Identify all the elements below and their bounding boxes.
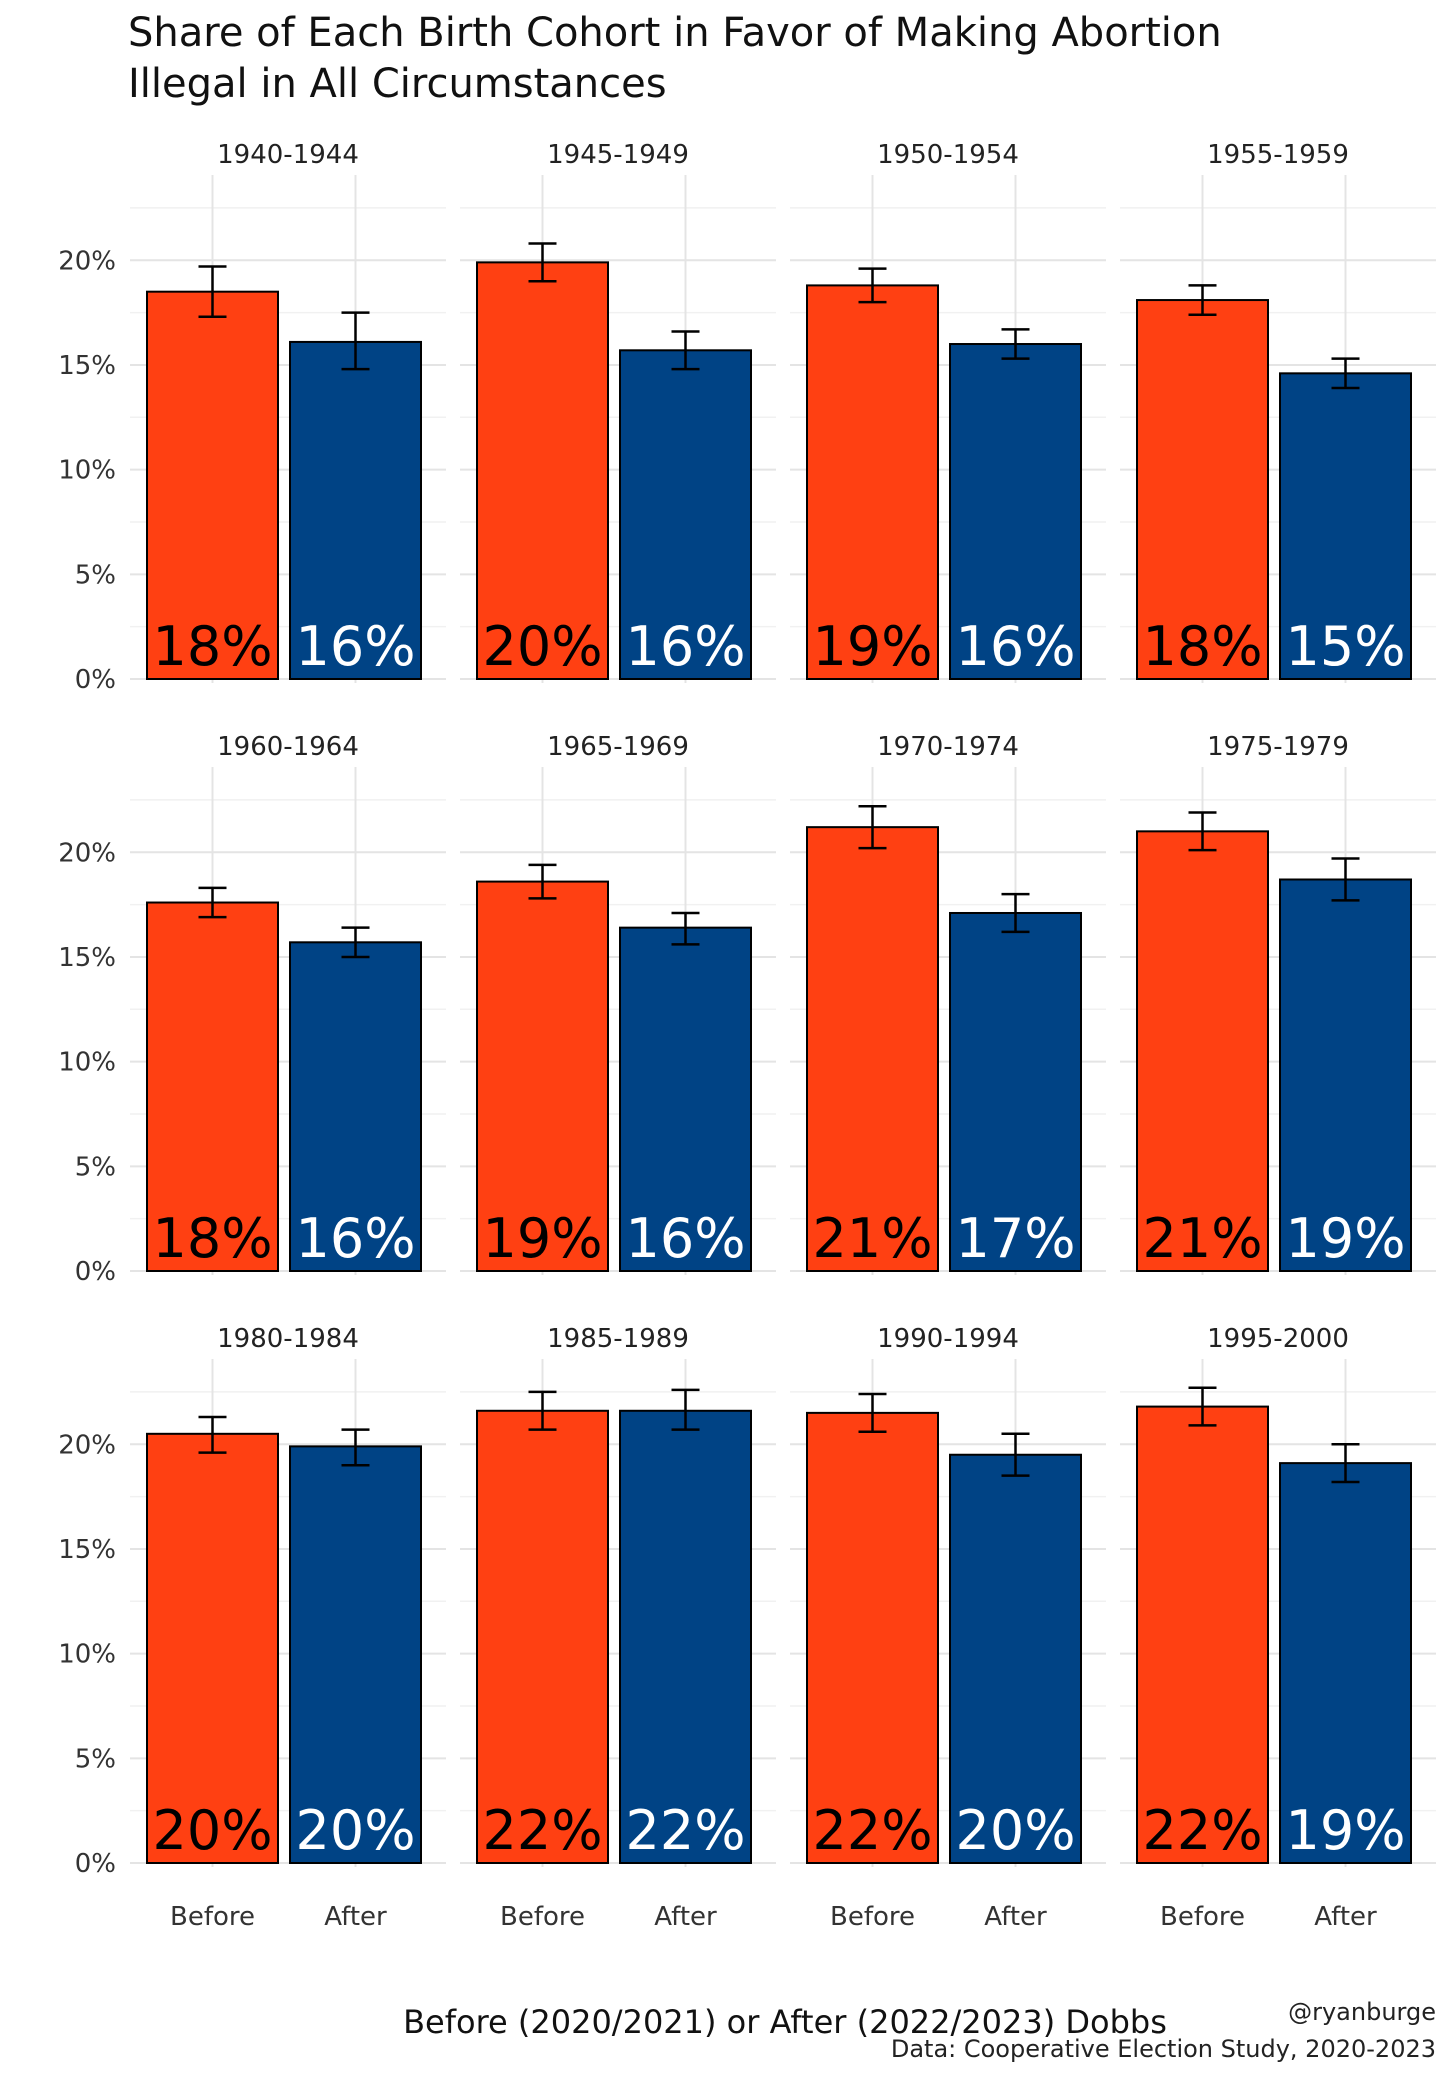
y-tick-label: 5% [75,560,116,590]
bar-after [619,1409,752,1864]
y-tick-label: 0% [75,665,116,695]
y-tick-label: 0% [75,1257,116,1287]
x-tick-label: After [984,1902,1047,1932]
bar-before [806,826,939,1272]
facet-strip-label: 1965-1969 [547,732,689,762]
bar-after [949,911,1082,1273]
bar-value-label: 21% [1142,1207,1262,1270]
bar-before [1136,299,1269,680]
bar-value-label: 16% [625,1207,745,1270]
facet-panel: 1985-1989 22% 22% Before After [460,1324,776,1932]
bar-before [476,1409,609,1864]
y-tick-label: 20% [58,246,116,276]
bar-value-label: 20% [295,1799,415,1862]
x-tick-label: Before [500,1902,585,1932]
bar-value-label: 18% [152,615,272,678]
y-tick-label: 15% [58,351,116,381]
bar-value-label: 22% [812,1799,932,1862]
facet-panel: 1960-1964 18% 16% 0% 5% 10% 15% 20% [58,732,446,1287]
x-tick-label: Before [1160,1902,1245,1932]
y-tick-label: 0% [75,1849,116,1879]
bar-value-label: 15% [1285,615,1405,678]
facet-panel: 1950-1954 19% 16% [790,140,1106,683]
x-tick-label: After [1314,1902,1377,1932]
bar-before [476,261,609,680]
bar-before [1136,1405,1269,1864]
bar-value-label: 16% [295,615,415,678]
bar-value-label: 20% [152,1799,272,1862]
y-tick-label: 15% [58,1535,116,1565]
bar-before [806,284,939,680]
bar-after [289,1445,422,1865]
x-tick-label: After [654,1902,717,1932]
y-tick-label: 5% [75,1744,116,1774]
bar-after [619,349,752,680]
bar-after [289,340,422,680]
facet-strip-label: 1980-1984 [217,1324,359,1354]
bar-after [289,941,422,1272]
x-tick-label: Before [170,1902,255,1932]
bar-value-label: 18% [1142,615,1262,678]
y-tick-label: 20% [58,1430,116,1460]
caption-source: Data: Cooperative Election Study, 2020-2… [891,2035,1436,2063]
y-tick-label: 5% [75,1152,116,1182]
chart-title-line-1: Share of Each Birth Cohort in Favor of M… [128,10,1222,56]
bar-value-label: 22% [1142,1799,1262,1862]
facet-strip-label: 1970-1974 [877,732,1019,762]
bar-value-label: 16% [625,615,745,678]
bar-value-label: 17% [955,1207,1075,1270]
facet-panel: 1975-1979 21% 19% [1120,732,1436,1275]
y-tick-label: 15% [58,943,116,973]
bar-value-label: 19% [1285,1799,1405,1862]
facet-strip-label: 1950-1954 [877,140,1019,170]
facet-panel: 1965-1969 19% 16% [460,732,776,1275]
x-tick-label: After [324,1902,387,1932]
bar-value-label: 19% [812,615,932,678]
x-tick-label: Before [830,1902,915,1932]
bar-value-label: 22% [482,1799,602,1862]
bar-before [476,880,609,1272]
facet-panel: 1970-1974 21% 17% [790,732,1106,1275]
bar-value-label: 21% [812,1207,932,1270]
y-tick-label: 10% [58,456,116,486]
facet-strip-label: 1995-2000 [1207,1324,1349,1354]
bar-value-label: 18% [152,1207,272,1270]
bar-before [806,1411,939,1864]
facet-panel: 1955-1959 18% 15% [1120,140,1436,683]
facet-strip-label: 1975-1979 [1207,732,1349,762]
y-tick-label: 20% [58,838,116,868]
facet-strip-label: 1990-1994 [877,1324,1019,1354]
y-tick-label: 10% [58,1640,116,1670]
bar-after [1279,878,1412,1272]
bar-value-label: 16% [955,615,1075,678]
bar-after [949,1453,1082,1864]
facet-strip-label: 1960-1964 [217,732,359,762]
bar-value-label: 19% [482,1207,602,1270]
facet-panel: 1980-1984 20% 20% 0% 5% 10% 15% 20% Before After [58,1324,446,1932]
facet-panels: 1940-1944 18% 16% 0% 5% 10% 15% 20% 1945-1949 20%… [58,140,1436,1932]
facet-panel: 1945-1949 20% 16% [460,140,776,683]
bar-value-label: 19% [1285,1207,1405,1270]
bar-before [146,290,279,680]
bar-value-label: 20% [955,1799,1075,1862]
bar-value-label: 22% [625,1799,745,1862]
facet-panel: 1940-1944 18% 16% 0% 5% 10% 15% 20% [58,140,446,695]
x-axis-title: Before (2020/2021) or After (2022/2023) … [403,2003,1167,2041]
caption-handle: @ryanburge [1288,1998,1436,2026]
facet-strip-label: 1945-1949 [547,140,689,170]
bar-value-label: 20% [482,615,602,678]
y-tick-label: 10% [58,1048,116,1078]
bar-after [949,343,1082,680]
bar-value-label: 16% [295,1207,415,1270]
facet-strip-label: 1955-1959 [1207,140,1349,170]
chart-title-line-2: Illegal in All Circumstances [128,61,667,107]
facet-panel: 1990-1994 22% 20% Before After [790,1324,1106,1932]
facet-strip-label: 1940-1944 [217,140,359,170]
facet-panel: 1995-2000 22% 19% Before After [1120,1324,1436,1932]
bar-before [1136,830,1269,1273]
bar-before [146,901,279,1272]
bar-after [1279,1462,1412,1864]
facet-strip-label: 1985-1989 [547,1324,689,1354]
